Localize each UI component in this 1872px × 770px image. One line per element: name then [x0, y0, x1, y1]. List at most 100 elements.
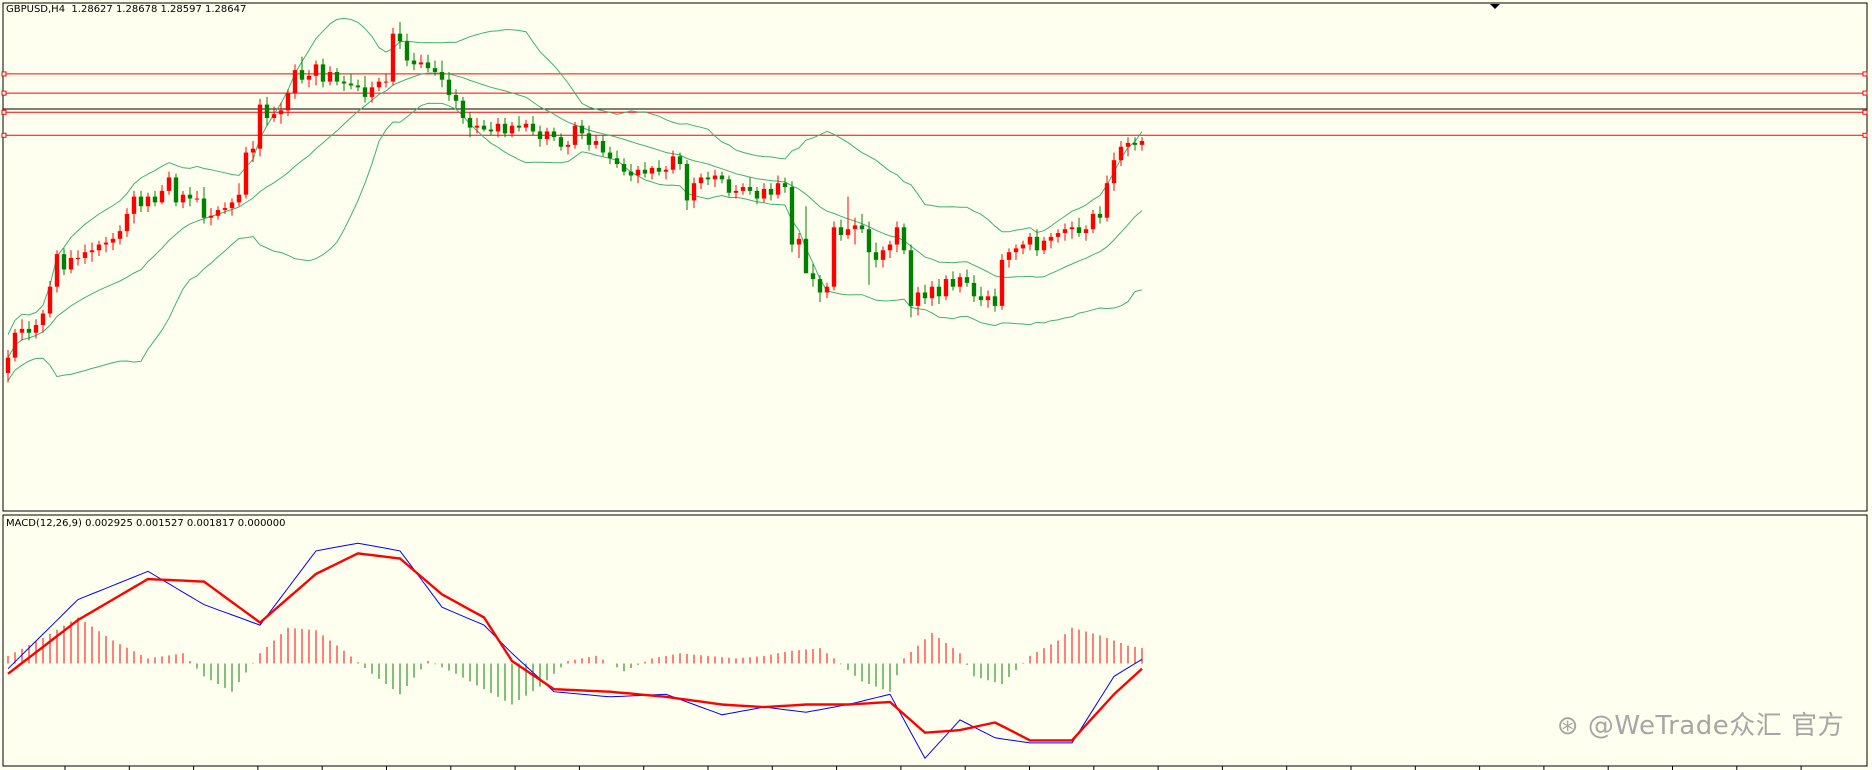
candle-body [677, 156, 683, 165]
candle-body [229, 202, 235, 209]
candle-body [1090, 213, 1096, 230]
candle-body [495, 123, 501, 132]
candle-body [810, 273, 816, 280]
candle-body [1055, 233, 1061, 237]
candle-body [369, 87, 375, 97]
watermark-text: @WeTrade众汇 官方 [1587, 711, 1844, 741]
candle-body [257, 104, 263, 149]
candle-body [1139, 141, 1145, 145]
candle-body [250, 148, 256, 153]
candle-body [103, 242, 109, 245]
candle-body [124, 213, 130, 232]
level-handle [1, 71, 7, 77]
candle-body [656, 167, 662, 172]
candle-body [950, 279, 956, 287]
candle-body [894, 227, 900, 245]
macd-signal-line [7, 552, 1143, 742]
level-handle [1862, 71, 1868, 77]
candle-body [1118, 146, 1124, 161]
candle-body [754, 190, 760, 199]
candle-body [733, 190, 739, 193]
candle-body [1062, 229, 1068, 234]
candle-body [628, 171, 634, 176]
main-panel-title: GBPUSD,H4 1.28627 1.28678 1.28597 1.2864… [6, 4, 247, 15]
candle-body [978, 296, 984, 301]
candle-body [1132, 142, 1138, 145]
candle-body [271, 114, 277, 119]
candle-body [761, 188, 767, 199]
candle-body [397, 33, 403, 42]
candle-body [971, 282, 977, 297]
candle-body [390, 33, 396, 82]
candle-body [824, 286, 830, 293]
candle-body [75, 257, 81, 259]
candle-body [404, 41, 410, 61]
candle-body [684, 164, 690, 201]
candle-body [691, 183, 697, 201]
candle-body [747, 187, 753, 191]
candle-body [964, 277, 970, 283]
candle-body [12, 332, 18, 358]
candle-body [901, 227, 907, 251]
candle-body [635, 169, 641, 176]
candle-body [33, 325, 39, 333]
shift-marker-icon [1490, 4, 1500, 9]
watermark: ⊛ @WeTrade众汇 官方 [1557, 705, 1844, 742]
candle-body [523, 123, 529, 128]
level-handle [1862, 109, 1868, 115]
candle-body [1041, 240, 1047, 251]
bollinger-lower-line [7, 102, 1143, 381]
candle-body [831, 227, 837, 287]
candle-body [439, 72, 445, 80]
candle-body [579, 125, 585, 134]
candle-body [922, 292, 928, 299]
candle-body [509, 125, 515, 134]
candle-body [1083, 229, 1089, 234]
candle-body [544, 131, 550, 140]
level-handle [1862, 132, 1868, 138]
candle-body [460, 100, 466, 119]
level-handle [1, 109, 7, 115]
candle-body [621, 164, 627, 172]
candle-body [880, 250, 886, 260]
candle-body [565, 144, 571, 147]
candle-body [852, 225, 858, 230]
candle-body [502, 123, 508, 134]
candle-body [943, 279, 949, 297]
candle-body [306, 75, 312, 80]
candle-body [516, 125, 522, 128]
candle-body [236, 194, 242, 203]
candle-body [1069, 227, 1075, 230]
candle-body [131, 196, 137, 214]
candle-body [474, 125, 480, 128]
candle-body [593, 141, 599, 145]
candle-body [82, 252, 88, 258]
candle-body [152, 196, 158, 203]
candle-body [222, 208, 228, 211]
candle-body [467, 118, 473, 128]
candle-body [768, 188, 774, 195]
candle-body [572, 125, 578, 145]
candle-body [908, 250, 914, 306]
candle-body [376, 81, 382, 88]
candle-body [425, 62, 431, 69]
candle-body [1027, 236, 1033, 245]
candle-body [726, 179, 732, 193]
candle-body [607, 152, 613, 159]
candle-body [446, 79, 452, 96]
candle-body [1034, 236, 1040, 251]
candle-body [663, 169, 669, 172]
candle-body [698, 177, 704, 184]
candle-body [201, 198, 207, 218]
candle-body [782, 183, 788, 188]
candle-body [292, 70, 298, 94]
macd-panel-title: MACD(12,26,9) 0.002925 0.001527 0.001817… [6, 518, 286, 529]
candle-body [327, 72, 333, 82]
candle-body [936, 286, 942, 297]
candle-body [887, 244, 893, 251]
candle-body [411, 60, 417, 65]
candle-body [194, 198, 200, 200]
candle-body [285, 93, 291, 111]
